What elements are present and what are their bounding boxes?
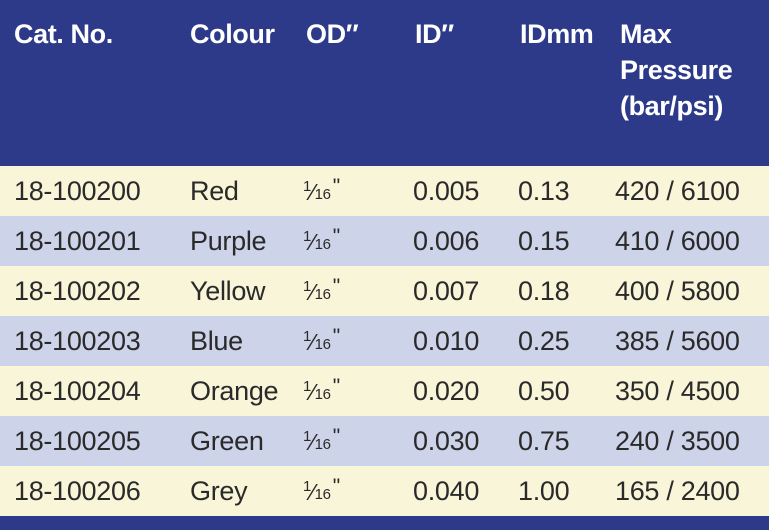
col-header-colour: Colour <box>190 19 275 49</box>
cell-max-pressure: 420 / 6100 <box>615 175 740 206</box>
cell-max-pressure: 385 / 5600 <box>615 325 740 356</box>
table-row: 18-100205 Green 1⁄16" 0.030 0.75 240 / 3… <box>0 416 769 466</box>
cell-colour: Purple <box>190 225 267 256</box>
od-inch-mark: " <box>332 375 340 398</box>
cell-cat-no: 18-100200 <box>14 175 141 206</box>
cell-id-inch: 0.030 <box>413 425 480 456</box>
cell-id-mm: 1.00 <box>518 475 570 506</box>
od-numerator: 1 <box>303 328 312 345</box>
cell-od: 1⁄16" <box>303 475 413 507</box>
table-row: 18-100203 Blue 1⁄16" 0.010 0.25 385 / 56… <box>0 316 769 366</box>
od-numerator: 1 <box>303 478 312 495</box>
od-fraction-slash: ⁄ <box>311 329 315 355</box>
od-denominator: 16 <box>314 286 331 303</box>
od-fraction-slash: ⁄ <box>311 379 315 405</box>
table-header: Cat. No. Colour OD″ ID″ IDmm Max Pressur… <box>0 0 769 166</box>
cell-id-mm: 0.15 <box>518 225 570 256</box>
cell-max-pressure: 400 / 5800 <box>615 275 740 306</box>
cell-id-mm: 0.25 <box>518 325 570 356</box>
col-header-cat-no: Cat. No. <box>14 19 113 49</box>
cell-cat-no: 18-100205 <box>14 425 141 456</box>
cell-cat-no: 18-100201 <box>14 225 141 256</box>
cell-od: 1⁄16" <box>303 225 413 257</box>
od-fraction-slash: ⁄ <box>311 479 315 505</box>
od-denominator: 16 <box>314 436 331 453</box>
cell-od: 1⁄16" <box>303 375 413 407</box>
cell-colour: Grey <box>190 475 248 506</box>
max-pressure-line-3: (bar/psi) <box>620 91 723 121</box>
od-denominator: 16 <box>314 486 331 503</box>
cell-id-inch: 0.007 <box>413 275 480 306</box>
od-denominator: 16 <box>314 186 331 203</box>
bottom-accent-bar <box>0 516 769 530</box>
od-inch-mark: " <box>332 175 340 198</box>
cell-od: 1⁄16" <box>303 425 413 457</box>
cell-od: 1⁄16" <box>303 275 413 307</box>
cell-id-inch: 0.006 <box>413 225 480 256</box>
col-header-idmm: IDmm <box>520 19 594 49</box>
col-header-id: ID″ <box>415 19 454 49</box>
od-numerator: 1 <box>303 428 312 445</box>
table-row: 18-100204 Orange 1⁄16" 0.020 0.50 350 / … <box>0 366 769 416</box>
od-numerator: 1 <box>303 378 312 395</box>
cell-id-inch: 0.040 <box>413 475 480 506</box>
max-pressure-line-1: Max <box>620 19 672 49</box>
od-numerator: 1 <box>303 228 312 245</box>
table-row: 18-100200 Red 1⁄16" 0.005 0.13 420 / 610… <box>0 166 769 216</box>
od-denominator: 16 <box>314 386 331 403</box>
od-inch-mark: " <box>332 425 340 448</box>
table-row: 18-100202 Yellow 1⁄16" 0.007 0.18 400 / … <box>0 266 769 316</box>
col-header-max-pressure: Max Pressure (bar/psi) <box>615 16 769 166</box>
cell-colour: Green <box>190 425 264 456</box>
cell-max-pressure: 240 / 3500 <box>615 425 740 456</box>
od-inch-mark: " <box>332 325 340 348</box>
od-inch-mark: " <box>332 475 340 498</box>
cell-id-mm: 0.13 <box>518 175 570 206</box>
table-row: 18-100201 Purple 1⁄16" 0.006 0.15 410 / … <box>0 216 769 266</box>
od-inch-mark: " <box>332 225 340 248</box>
col-header-od: OD″ <box>306 19 359 49</box>
od-fraction-slash: ⁄ <box>311 429 315 455</box>
od-fraction-slash: ⁄ <box>311 229 315 255</box>
cell-cat-no: 18-100204 <box>14 375 141 406</box>
cell-od: 1⁄16" <box>303 325 413 357</box>
od-denominator: 16 <box>314 336 331 353</box>
od-inch-mark: " <box>332 275 340 298</box>
cell-colour: Orange <box>190 375 279 406</box>
od-numerator: 1 <box>303 278 312 295</box>
cell-id-mm: 0.75 <box>518 425 570 456</box>
od-fraction-slash: ⁄ <box>311 179 315 205</box>
od-numerator: 1 <box>303 178 312 195</box>
cell-cat-no: 18-100206 <box>14 475 141 506</box>
cell-colour: Yellow <box>190 275 266 306</box>
cell-max-pressure: 410 / 6000 <box>615 225 740 256</box>
table-row: 18-100206 Grey 1⁄16" 0.040 1.00 165 / 24… <box>0 466 769 516</box>
od-denominator: 16 <box>314 236 331 253</box>
cell-od: 1⁄16" <box>303 175 413 207</box>
cell-max-pressure: 350 / 4500 <box>615 375 740 406</box>
cell-id-inch: 0.020 <box>413 375 480 406</box>
cell-cat-no: 18-100203 <box>14 325 141 356</box>
cell-cat-no: 18-100202 <box>14 275 141 306</box>
cell-max-pressure: 165 / 2400 <box>615 475 740 506</box>
cell-id-inch: 0.005 <box>413 175 480 206</box>
cell-id-mm: 0.50 <box>518 375 570 406</box>
max-pressure-line-2: Pressure <box>620 55 733 85</box>
cell-id-mm: 0.18 <box>518 275 570 306</box>
cell-colour: Red <box>190 175 239 206</box>
od-fraction-slash: ⁄ <box>311 279 315 305</box>
cell-colour: Blue <box>190 325 243 356</box>
cell-id-inch: 0.010 <box>413 325 480 356</box>
